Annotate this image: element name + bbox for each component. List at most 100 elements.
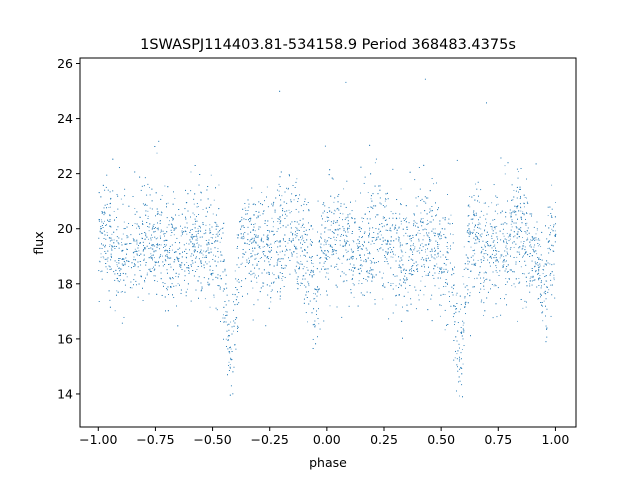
data-point xyxy=(369,259,371,261)
data-point xyxy=(253,241,255,243)
data-point xyxy=(546,329,548,330)
data-point xyxy=(116,264,118,266)
data-point xyxy=(485,225,486,227)
data-point xyxy=(191,265,192,267)
data-point xyxy=(533,226,535,228)
data-point xyxy=(300,226,302,228)
data-point xyxy=(284,254,286,256)
data-point xyxy=(509,209,511,211)
data-point xyxy=(390,283,392,285)
data-point xyxy=(418,238,420,240)
data-point xyxy=(351,258,353,260)
data-point xyxy=(174,198,176,199)
data-point xyxy=(330,224,332,226)
data-point xyxy=(469,196,471,197)
data-point xyxy=(547,215,549,217)
data-point xyxy=(270,301,272,303)
data-point xyxy=(372,227,374,229)
data-point xyxy=(437,266,439,268)
data-point xyxy=(554,241,556,243)
data-point xyxy=(141,237,143,239)
data-point xyxy=(506,239,508,241)
data-point xyxy=(398,227,400,229)
data-point xyxy=(175,227,176,229)
data-point xyxy=(345,81,347,83)
data-point xyxy=(445,279,447,280)
data-point xyxy=(423,235,425,237)
data-point xyxy=(237,325,239,327)
data-point xyxy=(276,252,278,253)
data-point xyxy=(550,284,552,286)
data-point xyxy=(540,282,542,283)
data-point xyxy=(522,247,524,249)
data-point xyxy=(479,223,481,225)
data-point xyxy=(259,214,261,216)
data-point xyxy=(318,239,320,241)
data-point xyxy=(382,218,384,220)
data-point xyxy=(204,298,206,300)
data-point xyxy=(465,304,466,306)
data-point xyxy=(392,213,394,215)
data-point xyxy=(324,257,326,259)
data-point xyxy=(120,198,122,200)
data-point xyxy=(169,220,170,222)
data-point xyxy=(540,246,542,247)
data-point xyxy=(346,240,348,242)
data-point xyxy=(503,264,505,266)
data-point xyxy=(128,223,130,224)
data-point xyxy=(427,248,428,250)
data-point xyxy=(549,263,551,265)
data-point xyxy=(238,292,240,293)
data-point xyxy=(144,203,146,205)
data-point xyxy=(359,245,361,247)
data-point xyxy=(213,296,215,298)
data-point xyxy=(177,283,179,285)
data-point xyxy=(136,253,138,255)
data-point xyxy=(217,256,219,258)
data-point xyxy=(401,250,403,252)
data-point xyxy=(122,233,124,235)
data-point xyxy=(541,259,543,261)
data-point xyxy=(312,338,314,340)
data-point xyxy=(266,237,268,239)
data-point xyxy=(395,228,397,229)
data-point xyxy=(328,207,330,209)
data-point xyxy=(241,262,243,264)
data-point xyxy=(520,197,521,198)
data-point xyxy=(225,304,227,306)
data-point xyxy=(409,268,411,270)
data-point xyxy=(262,246,264,248)
data-point xyxy=(296,253,298,254)
data-point xyxy=(136,227,138,229)
data-point xyxy=(248,206,250,208)
data-point xyxy=(109,191,111,193)
data-point xyxy=(513,246,515,248)
data-point xyxy=(208,261,210,263)
data-point xyxy=(402,306,403,308)
data-point xyxy=(259,246,261,247)
data-point xyxy=(551,184,553,186)
data-point xyxy=(443,234,445,235)
data-point xyxy=(224,259,225,261)
data-point xyxy=(259,258,261,260)
data-point xyxy=(551,208,553,210)
data-point xyxy=(369,206,371,208)
data-point xyxy=(507,236,509,238)
data-point xyxy=(550,279,552,281)
data-point xyxy=(192,223,194,225)
data-point xyxy=(534,261,536,263)
data-point xyxy=(305,272,307,274)
data-point xyxy=(414,246,416,248)
data-point xyxy=(555,202,556,203)
data-point xyxy=(108,207,110,208)
data-point xyxy=(377,250,379,252)
data-point xyxy=(227,339,229,341)
data-point xyxy=(149,187,150,189)
data-point xyxy=(212,279,214,281)
data-point xyxy=(334,210,336,212)
data-point xyxy=(549,225,551,226)
data-point xyxy=(299,219,301,221)
data-point xyxy=(529,283,531,285)
data-point xyxy=(213,199,215,201)
